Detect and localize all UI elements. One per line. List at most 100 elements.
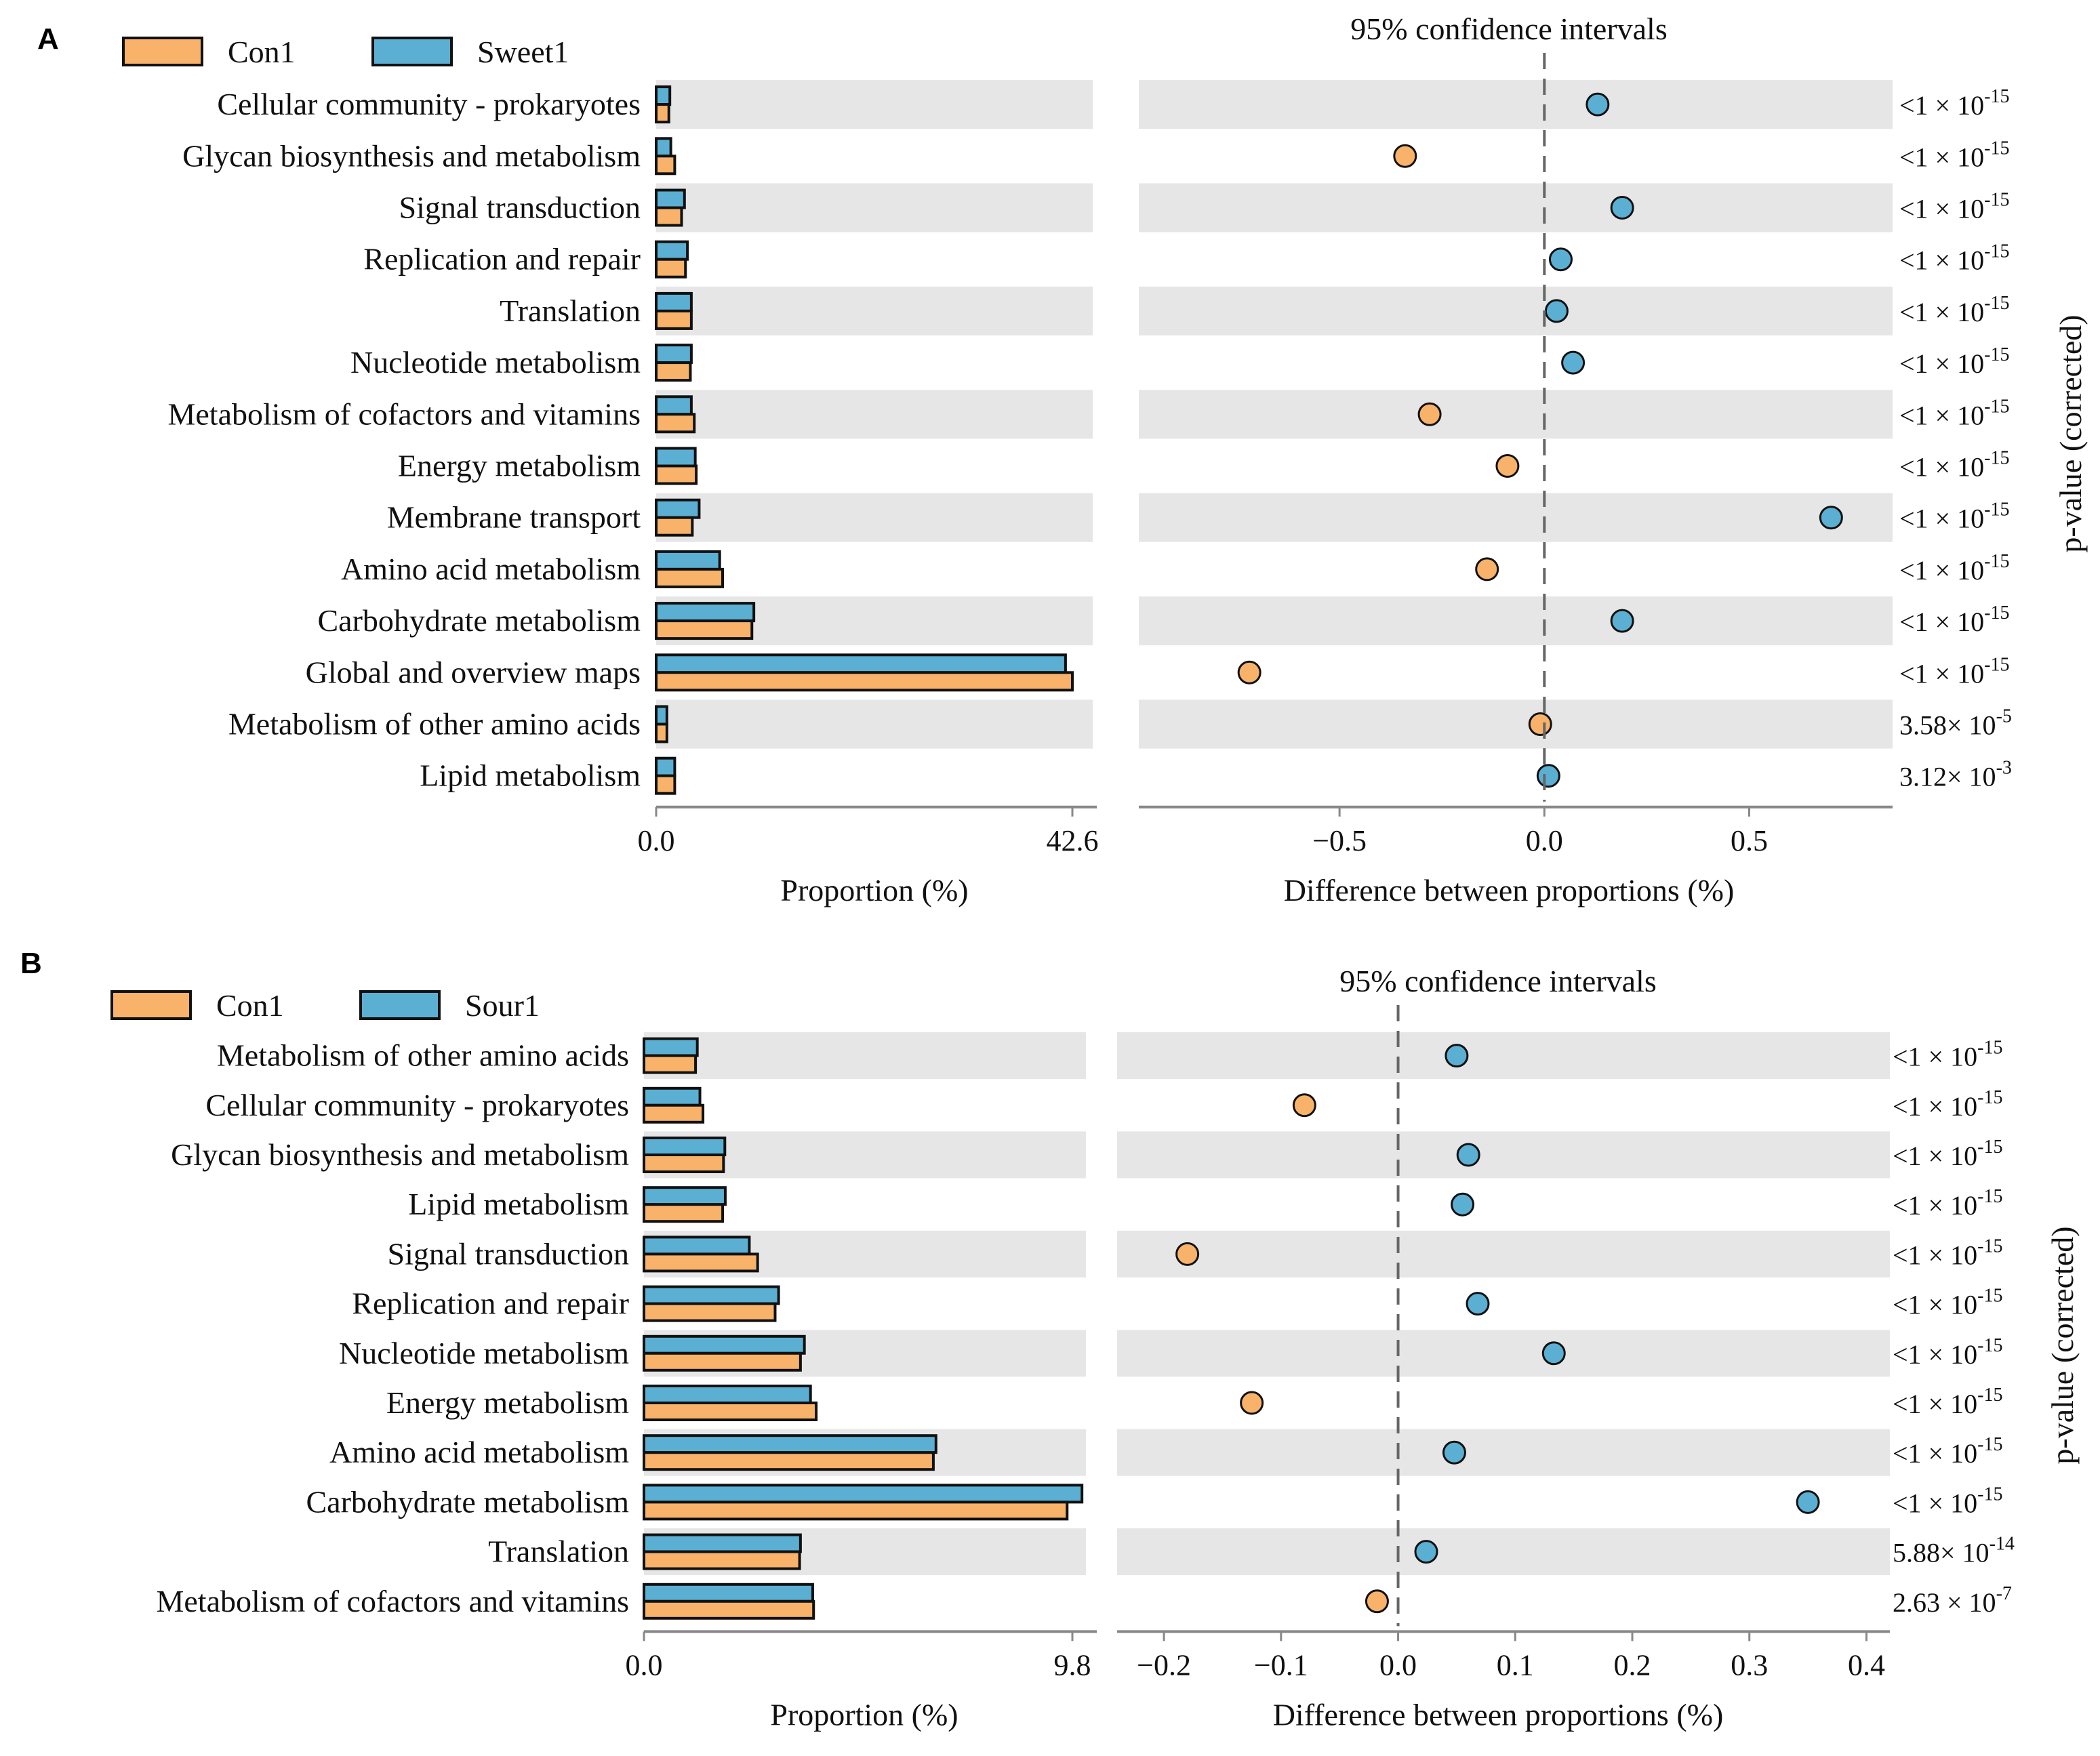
p-value: 3.58× 10-5 bbox=[1899, 706, 2012, 741]
bar-con bbox=[655, 516, 694, 537]
category-label: Carbohydrate metabolism bbox=[318, 603, 641, 638]
panel-b-letter: B bbox=[20, 947, 42, 980]
table-row: Glycan biosynthesis and metabolism <1 × 1… bbox=[171, 1131, 2002, 1179]
tick-label: 0.3 bbox=[1731, 1648, 1768, 1681]
category-label: Metabolism of cofactors and vitamins bbox=[167, 396, 641, 431]
row-band-left bbox=[656, 286, 1093, 335]
legend-swatch-con bbox=[122, 37, 203, 66]
table-row: Replication and repair <1 × 10-15 bbox=[352, 1285, 2002, 1322]
panel-a-ylabel-right: p-value (corrected) bbox=[2053, 314, 2088, 552]
category-label: Metabolism of other amino acids bbox=[217, 1038, 629, 1073]
row-band-right bbox=[1139, 699, 1893, 749]
category-label: Global and overview maps bbox=[306, 655, 641, 689]
category-label: Membrane transport bbox=[387, 500, 641, 535]
row-band-left bbox=[656, 390, 1093, 439]
diff-point bbox=[1240, 1391, 1264, 1415]
tick-label: 0.2 bbox=[1614, 1648, 1651, 1681]
legend-swatch-treat bbox=[371, 37, 453, 66]
category-label: Energy metabolism bbox=[386, 1385, 629, 1420]
table-row: Translation <1 × 10-15 bbox=[500, 286, 2009, 335]
diff-point bbox=[1586, 92, 1610, 117]
tick-label: 42.6 bbox=[1047, 824, 1099, 857]
row-band-right bbox=[1139, 286, 1893, 335]
bar-treat bbox=[655, 85, 672, 106]
panel-b-legend: Con1 Sour1 bbox=[110, 988, 540, 1023]
bar-con bbox=[655, 671, 1074, 692]
bar-treat bbox=[643, 1533, 802, 1553]
bar-con bbox=[643, 1599, 815, 1620]
panel-b-ylabel-right: p-value (corrected) bbox=[2045, 1226, 2080, 1464]
bar-con bbox=[655, 774, 677, 795]
bar-treat bbox=[643, 1186, 727, 1206]
p-value: <1 × 10-15 bbox=[1893, 1038, 2002, 1072]
row-band-left bbox=[644, 1032, 1086, 1080]
bar-con bbox=[643, 1054, 698, 1074]
tick-label: 0.0 bbox=[638, 824, 675, 857]
table-row: Cellular community - prokaryotes <1 × 10-… bbox=[205, 1086, 2002, 1124]
bar-con bbox=[655, 413, 696, 434]
diff-point bbox=[1536, 764, 1560, 788]
diff-point bbox=[1796, 1490, 1820, 1514]
panel-a-letter: A bbox=[37, 22, 59, 56]
row-band-right bbox=[1117, 1032, 1890, 1080]
diff-point bbox=[1561, 350, 1586, 375]
bar-con bbox=[655, 361, 692, 382]
p-value: <1 × 10-15 bbox=[1899, 344, 2009, 379]
p-value: <1 × 10-15 bbox=[1899, 654, 2009, 689]
bar-treat bbox=[643, 1434, 937, 1454]
category-label: Signal transduction bbox=[388, 1236, 629, 1271]
p-value: <1 × 10-15 bbox=[1893, 1434, 2002, 1469]
bar-con bbox=[643, 1302, 777, 1322]
table-row: Metabolism of other amino acids 3.58× 10-… bbox=[228, 699, 2012, 749]
panel-b-xlabel-left: Proportion (%) bbox=[770, 1697, 958, 1732]
category-label: Amino acid metabolism bbox=[341, 552, 641, 586]
p-value: <1 × 10-15 bbox=[1893, 1286, 2002, 1320]
category-label: Metabolism of cofactors and vitamins bbox=[156, 1584, 629, 1618]
tick-label: 0.4 bbox=[1848, 1648, 1885, 1681]
bar-con bbox=[643, 1550, 801, 1570]
bar-treat bbox=[655, 344, 693, 365]
bar-treat bbox=[643, 1385, 812, 1404]
diff-point bbox=[1548, 247, 1573, 272]
row-band-right bbox=[1139, 183, 1893, 232]
legend-swatch-con bbox=[110, 990, 192, 1020]
tick-label: −0.2 bbox=[1137, 1648, 1191, 1681]
table-row: Energy metabolism <1 × 10-15 bbox=[386, 1385, 2002, 1421]
legend-label-con: Con1 bbox=[216, 988, 284, 1023]
bar-treat bbox=[655, 291, 693, 312]
table-row: Glycan biosynthesis and metabolism <1 × 1… bbox=[182, 137, 2009, 176]
legend-swatch-treat bbox=[359, 990, 441, 1020]
tick-label: −0.1 bbox=[1254, 1648, 1308, 1681]
bar-con bbox=[643, 1203, 725, 1223]
legend-label-treat: Sweet1 bbox=[477, 35, 569, 69]
p-value: <1 × 10-15 bbox=[1899, 396, 2009, 430]
table-row: Carbohydrate metabolism <1 × 10-15 bbox=[306, 1484, 2002, 1521]
p-value: <1 × 10-15 bbox=[1899, 603, 2009, 637]
tick-label: −0.5 bbox=[1312, 824, 1367, 857]
diff-point bbox=[1541, 1341, 1566, 1366]
category-label: Lipid metabolism bbox=[420, 758, 641, 793]
p-value: <1 × 10-15 bbox=[1899, 190, 2009, 224]
diff-point bbox=[1610, 609, 1634, 633]
p-value: <1 × 10-15 bbox=[1893, 1087, 2002, 1122]
diff-point bbox=[1414, 1540, 1438, 1564]
category-label: Translation bbox=[500, 293, 641, 328]
diff-point bbox=[1292, 1093, 1316, 1118]
bar-treat bbox=[655, 447, 697, 468]
category-label: Cellular community - prokaryotes bbox=[205, 1088, 629, 1122]
bar-con bbox=[655, 155, 677, 176]
table-row: Metabolism of cofactors and vitamins <1 ×… bbox=[167, 390, 2009, 439]
row-band-left bbox=[656, 183, 1093, 232]
category-label: Nucleotide metabolism bbox=[339, 1336, 629, 1370]
bar-treat bbox=[643, 1334, 806, 1355]
panel-a-xlabel-left: Proportion (%) bbox=[780, 873, 968, 907]
tick-label: 0.0 bbox=[1379, 1648, 1417, 1681]
category-label: Lipid metabolism bbox=[408, 1187, 629, 1221]
bar-treat bbox=[643, 1285, 780, 1305]
diff-point bbox=[1442, 1440, 1466, 1465]
bar-treat bbox=[655, 188, 686, 209]
p-value: <1 × 10-15 bbox=[1899, 448, 2009, 483]
bar-con bbox=[655, 206, 683, 227]
bar-con bbox=[655, 258, 687, 279]
